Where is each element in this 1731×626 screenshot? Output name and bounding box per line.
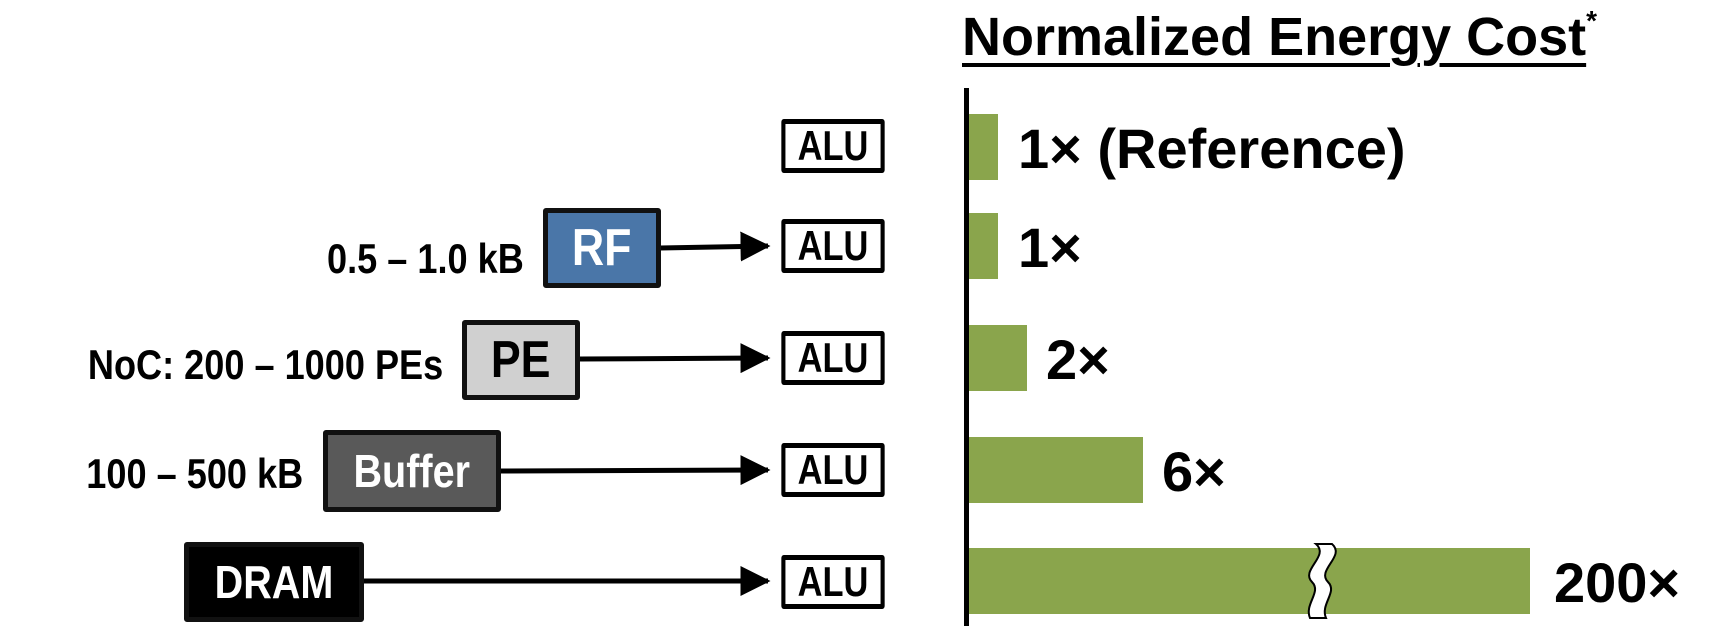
cost-label-pe: 2× [1046, 328, 1110, 391]
energy-bar-dram [969, 548, 1530, 614]
chart-title-text: Normalized Energy Cost [962, 7, 1587, 67]
buffer-box-label: Buffer [353, 445, 471, 497]
noc-size-label: NoC: 200 – 1000 PEs [87, 341, 443, 388]
chart-title: Normalized Energy Cost* [962, 5, 1702, 76]
arrow-rf-to-alu [659, 231, 771, 262]
chart-axis-line [964, 88, 969, 626]
cost-label-buffer: 6× [1162, 440, 1226, 503]
axis-break-mark [1307, 543, 1337, 619]
energy-bar-alu [969, 114, 998, 180]
cost-label-dram: 200× [1554, 551, 1681, 614]
dram-box: DRAM [184, 542, 364, 622]
rf-box: RF [543, 208, 661, 288]
alu-box-reference: ALU [781, 119, 885, 173]
dram-box-label: DRAM [214, 556, 334, 608]
arrow-pe-to-alu [579, 343, 771, 374]
chart-title-footnote-marker: * [1586, 5, 1598, 36]
buffer-box: Buffer [323, 430, 501, 512]
alu-box-rf: ALU [781, 219, 885, 273]
pe-box-label: PE [491, 331, 551, 389]
cost-label-rf: 1× [1018, 216, 1082, 279]
cost-label-reference: 1× (Reference) [1018, 117, 1406, 180]
alu-box-buffer: ALU [781, 443, 885, 497]
alu-box-pe: ALU [781, 331, 885, 385]
alu-box-dram: ALU [781, 555, 885, 609]
arrow-buffer-to-alu [499, 455, 771, 486]
pe-box: PE [462, 320, 580, 400]
energy-bar-pe [969, 325, 1027, 391]
rf-size-label: 0.5 – 1.0 kB [327, 235, 524, 282]
buffer-size-label: 100 – 500 kB [86, 450, 303, 497]
energy-bar-rf [969, 213, 998, 279]
rf-box-label: RF [572, 219, 632, 277]
energy-bar-buffer [969, 437, 1143, 503]
